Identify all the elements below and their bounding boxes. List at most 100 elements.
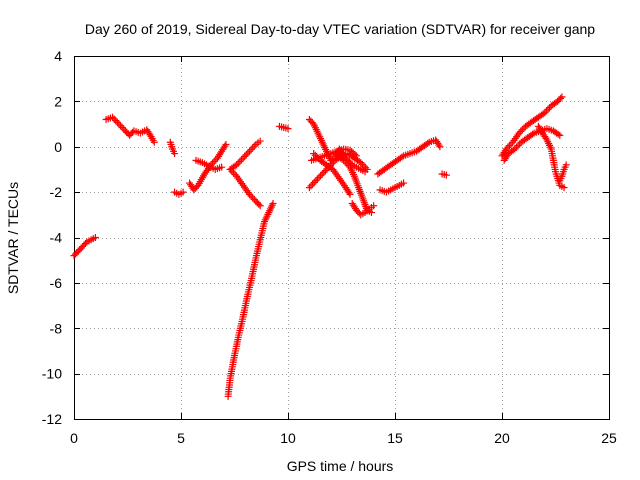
y-axis-label: SDTVAR / TECUs — [5, 182, 21, 294]
data-track — [438, 170, 450, 179]
data-point — [91, 234, 99, 241]
data-point — [310, 178, 318, 186]
data-point — [358, 160, 366, 168]
y-tick-label: -8 — [50, 320, 63, 336]
data-point — [541, 109, 549, 117]
data-point — [237, 156, 245, 164]
data-point — [313, 153, 321, 161]
data-point — [245, 147, 253, 155]
data-point — [250, 142, 258, 150]
data-point — [218, 163, 226, 171]
data-point — [512, 143, 520, 151]
data-point — [112, 117, 120, 125]
data-point — [171, 150, 179, 158]
y-tick-label: 2 — [54, 93, 62, 109]
plot-frame — [74, 56, 610, 420]
data-point — [311, 151, 319, 159]
data-point — [398, 153, 406, 161]
data-point — [320, 168, 328, 176]
data-point — [117, 122, 125, 130]
data-point — [309, 180, 317, 188]
data-point — [236, 157, 244, 165]
data-point — [505, 142, 513, 150]
data-point — [146, 131, 154, 139]
data-point — [256, 202, 264, 210]
data-point — [346, 190, 354, 198]
data-point — [118, 123, 126, 131]
data-point — [436, 143, 444, 151]
data-point — [284, 125, 292, 133]
data-point — [229, 169, 237, 177]
data-point — [150, 138, 158, 146]
data-point — [239, 154, 247, 162]
data-point — [315, 173, 323, 181]
data-track — [192, 156, 226, 173]
data-point — [242, 151, 250, 159]
data-point — [424, 139, 432, 147]
data-track — [171, 188, 187, 198]
data-point — [317, 172, 325, 180]
data-point — [345, 189, 353, 197]
data-point — [305, 184, 313, 192]
y-tick-label: -10 — [42, 366, 62, 382]
data-point — [245, 190, 253, 198]
data-track — [376, 179, 408, 196]
data-point — [542, 134, 550, 142]
data-point — [502, 145, 510, 153]
data-track — [498, 93, 566, 160]
data-point — [269, 199, 277, 207]
data-point — [370, 202, 378, 210]
data-point — [113, 118, 121, 126]
data-point — [556, 94, 564, 102]
data-point — [542, 107, 550, 115]
x-tick-label: 5 — [177, 430, 185, 446]
data-point — [517, 127, 525, 135]
data-point — [256, 137, 264, 145]
data-point — [352, 152, 360, 160]
y-tick-label: 0 — [54, 139, 62, 155]
data-point — [120, 125, 128, 133]
data-point — [528, 130, 536, 138]
x-tick-label: 20 — [494, 430, 510, 446]
data-track — [186, 140, 230, 194]
data-point — [351, 150, 359, 158]
y-tick-label: 4 — [54, 48, 62, 64]
data-point — [442, 171, 450, 179]
data-point — [244, 149, 252, 157]
data-point — [400, 179, 408, 187]
data-track — [166, 138, 179, 158]
data-point — [233, 161, 241, 169]
data-point — [363, 165, 371, 173]
data-point — [226, 165, 234, 173]
x-axis-label: GPS time / hours — [287, 458, 394, 474]
data-point — [511, 145, 519, 153]
data-point — [343, 160, 351, 168]
data-track — [310, 150, 354, 198]
x-tick-label: 15 — [387, 430, 403, 446]
data-track — [374, 136, 444, 178]
data-point — [222, 140, 230, 148]
data-track — [102, 113, 158, 146]
data-point — [518, 126, 526, 134]
data-point — [109, 113, 117, 121]
y-tick-label: -12 — [42, 411, 62, 427]
data-point — [249, 194, 257, 202]
data-point — [321, 167, 329, 175]
data-point — [556, 131, 564, 139]
data-point — [179, 188, 187, 196]
data-track — [348, 199, 378, 219]
data-point — [357, 159, 365, 167]
data-track — [275, 122, 292, 133]
data-points — [70, 93, 570, 400]
data-point — [504, 143, 512, 151]
y-tick-label: -6 — [50, 275, 63, 291]
data-point — [241, 152, 249, 160]
data-track — [70, 234, 99, 260]
data-track — [305, 116, 369, 176]
data-point — [81, 240, 89, 248]
data-point — [228, 167, 236, 175]
y-tick-label: -2 — [50, 184, 63, 200]
data-point — [544, 105, 552, 113]
data-point — [231, 171, 239, 179]
data-point — [110, 115, 118, 123]
